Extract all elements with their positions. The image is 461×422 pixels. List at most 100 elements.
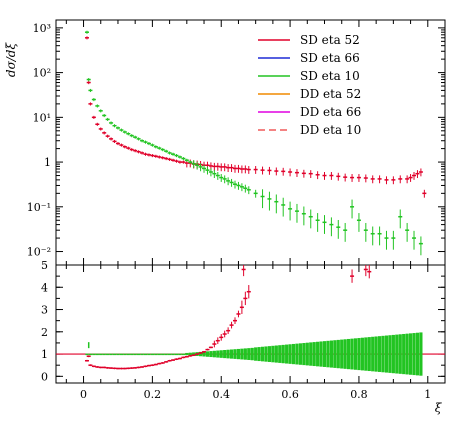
ratio-band-bar bbox=[357, 338, 361, 371]
ratio-band-bar bbox=[85, 353, 89, 356]
ratio-band-bar bbox=[391, 334, 395, 374]
ratio-band-bar bbox=[106, 353, 110, 356]
ratio-band-bar bbox=[250, 347, 254, 361]
ratio-band-bar bbox=[233, 349, 237, 359]
ratio-band-bar bbox=[260, 346, 265, 362]
ratio-band-bar bbox=[288, 344, 292, 364]
y-tick-label: 10¹ bbox=[33, 111, 51, 124]
ratio-band-bar bbox=[192, 352, 196, 356]
x-axis: 0 0.2 0.4 0.6 0.8 1 bbox=[65, 265, 431, 401]
x-tick-label: 0.2 bbox=[144, 388, 162, 401]
ratio-band-bar bbox=[360, 337, 364, 371]
ratio-band-bar bbox=[340, 339, 344, 369]
ratio-band-bar bbox=[161, 353, 165, 356]
ratio-band-bar bbox=[326, 340, 330, 368]
ratio-band-bar bbox=[126, 353, 130, 356]
ratio-band-bar bbox=[408, 333, 413, 375]
legend-label: SD eta 66 bbox=[300, 51, 360, 65]
legend-label: DD eta 10 bbox=[300, 123, 361, 137]
ratio-band-bar bbox=[312, 342, 316, 367]
ratio-band-bar bbox=[298, 343, 303, 365]
ratio-band-bar bbox=[381, 335, 385, 373]
ratio-data-marks bbox=[56, 265, 445, 376]
ratio-band-bar bbox=[168, 353, 172, 356]
x-tick-label: 0 bbox=[80, 388, 87, 401]
ratio-band-bar bbox=[388, 335, 392, 373]
ratio-band-bar bbox=[291, 343, 296, 365]
ratio-band-bar bbox=[398, 334, 402, 374]
main-x-ticks bbox=[65, 20, 429, 265]
ratio-band-bar bbox=[205, 351, 210, 357]
ratio-band-bar bbox=[178, 353, 182, 356]
ratio-band-bar bbox=[415, 332, 420, 376]
ratio-band-bar bbox=[309, 342, 313, 366]
ratio-band-bar bbox=[212, 350, 216, 358]
series-sd-eta-10-ratio bbox=[85, 332, 423, 376]
legend-label: SD eta 10 bbox=[300, 69, 360, 83]
ratio-band-bar bbox=[264, 346, 268, 362]
ratio-band-bar bbox=[319, 341, 323, 367]
ratio-band-bar bbox=[412, 333, 416, 376]
ratio-band-bar bbox=[247, 348, 251, 360]
ratio-band-bar bbox=[236, 348, 241, 360]
ratio-band-bar bbox=[278, 345, 282, 363]
ratio-band-bar bbox=[347, 338, 351, 370]
ratio-band-bar bbox=[95, 353, 99, 356]
ratio-y-tick-label: 2 bbox=[41, 326, 48, 339]
ratio-band-bar bbox=[305, 342, 309, 366]
ratio-band-bar bbox=[295, 343, 299, 365]
ratio-band-bar bbox=[154, 353, 158, 356]
legend: SD eta 52 SD eta 66 SD eta 10 DD eta 52 DD e… bbox=[258, 33, 361, 137]
y-tick-label: 10² bbox=[33, 67, 51, 80]
ratio-band-bar bbox=[181, 353, 185, 356]
ratio-band-bar bbox=[223, 350, 227, 359]
ratio-band-bar bbox=[102, 353, 106, 356]
x-tick-label: 1 bbox=[424, 388, 431, 401]
ratio-band-bar bbox=[316, 341, 320, 367]
ratio-band-bar bbox=[343, 339, 347, 369]
ratio-band-bar bbox=[374, 336, 378, 372]
ratio-band-bar bbox=[257, 347, 261, 362]
ratio-band-bar bbox=[402, 333, 406, 375]
ratio-band-bar bbox=[88, 353, 93, 356]
x-tick-label: 0.6 bbox=[281, 388, 299, 401]
ratio-band-bar bbox=[147, 353, 151, 356]
ratio-band-bar bbox=[112, 353, 117, 356]
ratio-band-bar bbox=[350, 338, 354, 370]
ratio-band-bar bbox=[229, 349, 234, 359]
ratio-band-bar bbox=[140, 353, 144, 356]
ratio-band-bar bbox=[302, 343, 306, 366]
ratio-band-bar bbox=[133, 353, 137, 356]
ratio-y-tick-label: 1 bbox=[41, 348, 48, 361]
legend-label: DD eta 66 bbox=[300, 105, 361, 119]
ratio-band-bar bbox=[384, 335, 389, 373]
ratio-band-bar bbox=[243, 348, 247, 360]
series-sd-eta-52-ratio bbox=[84, 265, 372, 370]
ratio-band-bar bbox=[216, 350, 220, 358]
main-y-axis: 10⁻² 10⁻¹ 1 10¹ 10² 10³ bbox=[27, 22, 445, 259]
ratio-band-bar bbox=[419, 332, 423, 376]
ratio-band-bar bbox=[143, 353, 148, 356]
ratio-y-axis: 0 1 2 3 4 5 bbox=[41, 259, 445, 383]
ratio-band-bar bbox=[171, 353, 175, 356]
ratio-band-bar bbox=[157, 353, 161, 356]
ratio-band-bar bbox=[130, 353, 134, 356]
ratio-band-bar bbox=[377, 336, 382, 372]
ratio-band-bar bbox=[188, 352, 192, 356]
ratio-band-bar bbox=[99, 353, 103, 356]
ratio-y-tick-label: 5 bbox=[41, 259, 48, 272]
legend-label: DD eta 52 bbox=[300, 87, 361, 101]
ratio-band-bar bbox=[150, 353, 154, 356]
ratio-band-bar bbox=[209, 351, 213, 358]
x-tick-label: 0.4 bbox=[212, 388, 230, 401]
ratio-band-bar bbox=[336, 339, 340, 369]
ratio-band-bar bbox=[271, 345, 275, 363]
ratio-plot-frame bbox=[55, 264, 446, 384]
ratio-band-bar bbox=[198, 351, 203, 357]
ratio-band-bar bbox=[322, 341, 327, 367]
y-tick-label: 10³ bbox=[33, 22, 51, 35]
ratio-band-bar bbox=[164, 353, 168, 356]
ratio-band-bar bbox=[240, 348, 244, 360]
ratio-band-bar bbox=[226, 349, 230, 359]
